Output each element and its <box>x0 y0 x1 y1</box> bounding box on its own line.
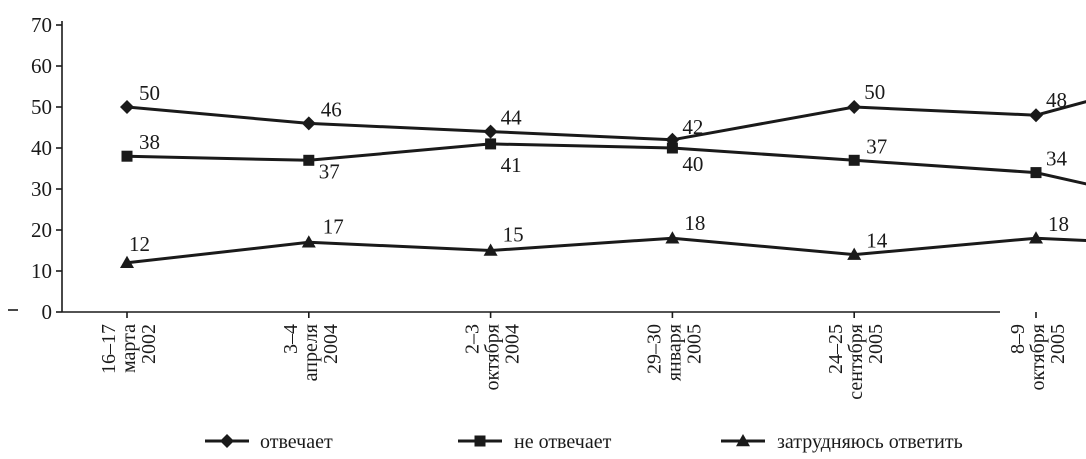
series-1-data-label: 46 <box>321 97 342 121</box>
y-tick-label: 50 <box>31 95 52 119</box>
series-group <box>120 100 1086 269</box>
series-1-data-label: 48 <box>1046 88 1067 112</box>
x-category-label: 2–3октября2004 <box>462 324 524 391</box>
y-tick-label: 70 <box>31 13 52 37</box>
series-3-data-label: 18 <box>684 211 705 235</box>
series-1-data-label: 50 <box>139 81 160 105</box>
series-1-data-label: 42 <box>682 115 703 139</box>
series-3-marker <box>665 231 680 244</box>
series-3-marker <box>847 247 862 260</box>
legend-label-2: не отвечает <box>514 431 612 453</box>
series-1-marker <box>847 100 862 114</box>
x-category-label-line: января <box>663 324 685 381</box>
series-1-marker <box>301 116 316 131</box>
x-category-label-line: 2005 <box>683 324 705 364</box>
y-tick-label: 30 <box>31 177 52 201</box>
x-category-label: 24–25сентября2005 <box>825 324 887 400</box>
x-category-label-line: октября <box>1027 324 1049 391</box>
x-category-label-line: 16–17 <box>98 324 120 374</box>
series-3-data-label: 17 <box>323 214 344 238</box>
series-1-marker <box>120 100 134 114</box>
x-category-label-line: 2004 <box>320 324 342 364</box>
series-2-marker <box>485 138 497 150</box>
series-line-1 <box>126 100 1086 142</box>
x-category-label-line: 29–30 <box>643 324 665 374</box>
series-line-3 <box>126 236 1086 265</box>
series-2-data-label: 41 <box>501 153 522 177</box>
data-labels: 5046444250486063383741403734242112171518… <box>129 80 1069 256</box>
series-2-data-label: 40 <box>682 152 703 176</box>
series-3-marker <box>483 243 498 256</box>
x-category-label-line: сентября <box>845 324 867 400</box>
series-2-data-label: 34 <box>1046 147 1068 171</box>
series-3-marker <box>120 255 134 269</box>
x-category-label-line: 3–4 <box>280 324 302 354</box>
legend-marker-1 <box>220 434 234 448</box>
series-1-marker <box>483 124 498 139</box>
x-category-label-line: марта <box>118 324 140 373</box>
y-tick-label: 20 <box>31 218 52 242</box>
y-tick-label: 40 <box>31 136 52 160</box>
x-category-label-line: 24–25 <box>825 324 847 374</box>
x-category-label: 3–4апреля2004 <box>280 324 342 381</box>
series-3-data-label: 18 <box>1048 212 1069 236</box>
series-3-marker <box>1029 231 1043 244</box>
x-category-label-line: 2002 <box>138 324 160 364</box>
series-2-marker <box>121 150 133 162</box>
series-1-data-label: 50 <box>864 80 885 104</box>
legend: отвечает не отвечает затрудняюсь ответить <box>205 431 963 453</box>
series-2-data-label: 37 <box>319 159 340 183</box>
series-2-data-label: 38 <box>139 130 160 154</box>
x-category-label-line: 2004 <box>502 324 524 364</box>
legend-marker-3 <box>736 434 750 447</box>
legend-label-3: затрудняюсь ответить <box>777 431 963 453</box>
series-3-data-label: 14 <box>866 229 888 253</box>
x-category-label-line: 2–3 <box>462 324 484 354</box>
series-2-data-label: 37 <box>866 134 887 158</box>
series-1-data-label: 44 <box>501 106 522 130</box>
series-3-marker <box>301 235 316 248</box>
series-2-marker <box>303 154 315 166</box>
x-category-label-line: октября <box>482 324 504 391</box>
series-3-data-label: 15 <box>503 223 524 247</box>
y-tick-label: 60 <box>31 54 52 78</box>
series-line-2 <box>126 142 1086 186</box>
series-3-data-label: 12 <box>129 232 150 256</box>
x-category-label: 29–30января2005 <box>643 324 705 381</box>
series-2-marker <box>848 154 860 166</box>
series-2-marker <box>666 142 678 154</box>
y-tick-label: 0 <box>42 300 53 324</box>
x-category-label-line: 2005 <box>865 324 887 364</box>
legend-marker-2 <box>474 435 486 447</box>
x-category-label-line: 8–9 <box>1007 324 1029 354</box>
x-category-label: 16–17марта2002 <box>98 324 160 374</box>
series-2-marker <box>1030 167 1042 179</box>
series-1-marker <box>1029 108 1043 123</box>
x-category-label: 8–9октября2005 <box>1007 324 1069 391</box>
y-tick-label: 10 <box>31 259 52 283</box>
x-category-label-line: апреля <box>300 324 322 381</box>
legend-label-1: отвечает <box>260 431 333 453</box>
x-category-label-line: 2005 <box>1047 324 1069 364</box>
